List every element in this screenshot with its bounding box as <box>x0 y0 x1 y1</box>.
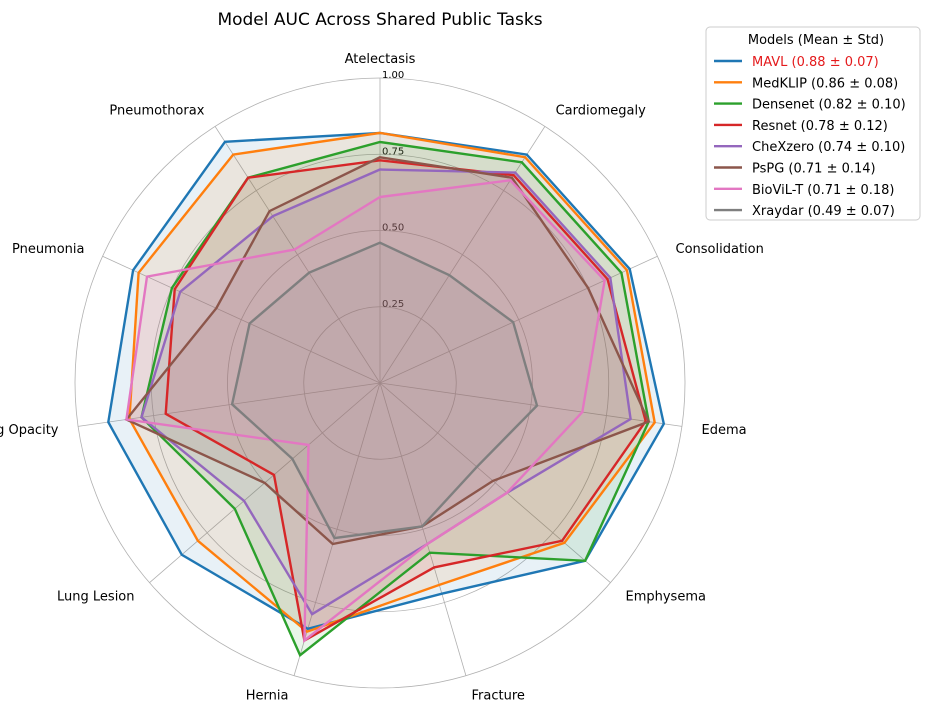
axis-spoke <box>293 382 381 676</box>
axis-label: Cardiomegaly <box>556 104 646 119</box>
axis-label: Lung Opacity <box>0 423 59 438</box>
axis-label: Consolidation <box>676 242 764 257</box>
axis-spoke <box>379 382 467 676</box>
legend-entry: CheXzero (0.74 ± 0.10) <box>752 140 905 155</box>
axis-spoke <box>379 382 611 584</box>
axis-spoke <box>214 126 381 384</box>
axis-label: Fracture <box>472 689 525 704</box>
series-line-6 <box>124 156 651 546</box>
series-fill-5 <box>141 169 631 615</box>
series-line-2 <box>128 131 656 634</box>
series-fills <box>108 132 664 656</box>
series-line-4 <box>164 159 648 643</box>
series-line-8 <box>230 241 539 540</box>
legend-entry: Xraydar (0.49 ± 0.07) <box>752 204 895 219</box>
legend-entry: Densenet (0.82 ± 0.10) <box>752 98 906 113</box>
legend-items: MAVL (0.88 ± 0.07) MedKLIP (0.86 ± 0.08) D… <box>714 55 906 219</box>
legend-entry: PsPG (0.71 ± 0.14) <box>752 162 876 177</box>
legend-box <box>705 26 921 221</box>
axis-label: Pneumonia <box>12 242 85 257</box>
axis-label: Hernia <box>246 689 289 704</box>
legend-entry: MedKLIP (0.86 ± 0.08) <box>752 76 898 91</box>
series-fill-3 <box>141 142 649 656</box>
series-fill-7 <box>126 180 605 641</box>
radial-tick-label: 0.25 <box>382 299 404 310</box>
series-line-7 <box>125 179 606 644</box>
legend-entry: Resnet (0.78 ± 0.12) <box>752 119 888 134</box>
legend: Models (Mean ± Std) MAVL (0.88 ± 0.07) Me… <box>705 26 921 221</box>
radial-tick-label: 0.50 <box>382 223 404 234</box>
chart-title: Model AUC Across Shared Public Tasks <box>217 10 542 30</box>
axis-label: Emphysema <box>626 590 706 605</box>
legend-entry: BioViL-T (0.71 ± 0.18) <box>752 183 894 198</box>
series-fill-4 <box>165 160 646 641</box>
series-fill-2 <box>129 132 655 632</box>
axis-label: Edema <box>702 423 747 438</box>
series-line-1 <box>107 131 666 631</box>
radial-tick-label: 1.00 <box>382 70 404 81</box>
series-line-5 <box>140 168 632 616</box>
legend-title: Models (Mean ± Std) <box>748 33 884 48</box>
series-lines <box>107 131 666 658</box>
axis-label: Lung Lesion <box>57 590 134 605</box>
radial-tick-label: 0.75 <box>382 146 404 157</box>
axis-label: Pneumothorax <box>109 104 204 119</box>
axis-label: Atelectasis <box>345 52 416 67</box>
axis-labels: Atelectasis Cardiomegaly Consolidation Edem… <box>0 52 764 704</box>
series-fill-6 <box>126 157 649 545</box>
radial-tick-labels: 0.25 0.50 0.75 1.00 <box>382 70 404 310</box>
legend-entry: MAVL (0.88 ± 0.07) <box>752 55 879 70</box>
axis-spoke <box>379 126 546 384</box>
